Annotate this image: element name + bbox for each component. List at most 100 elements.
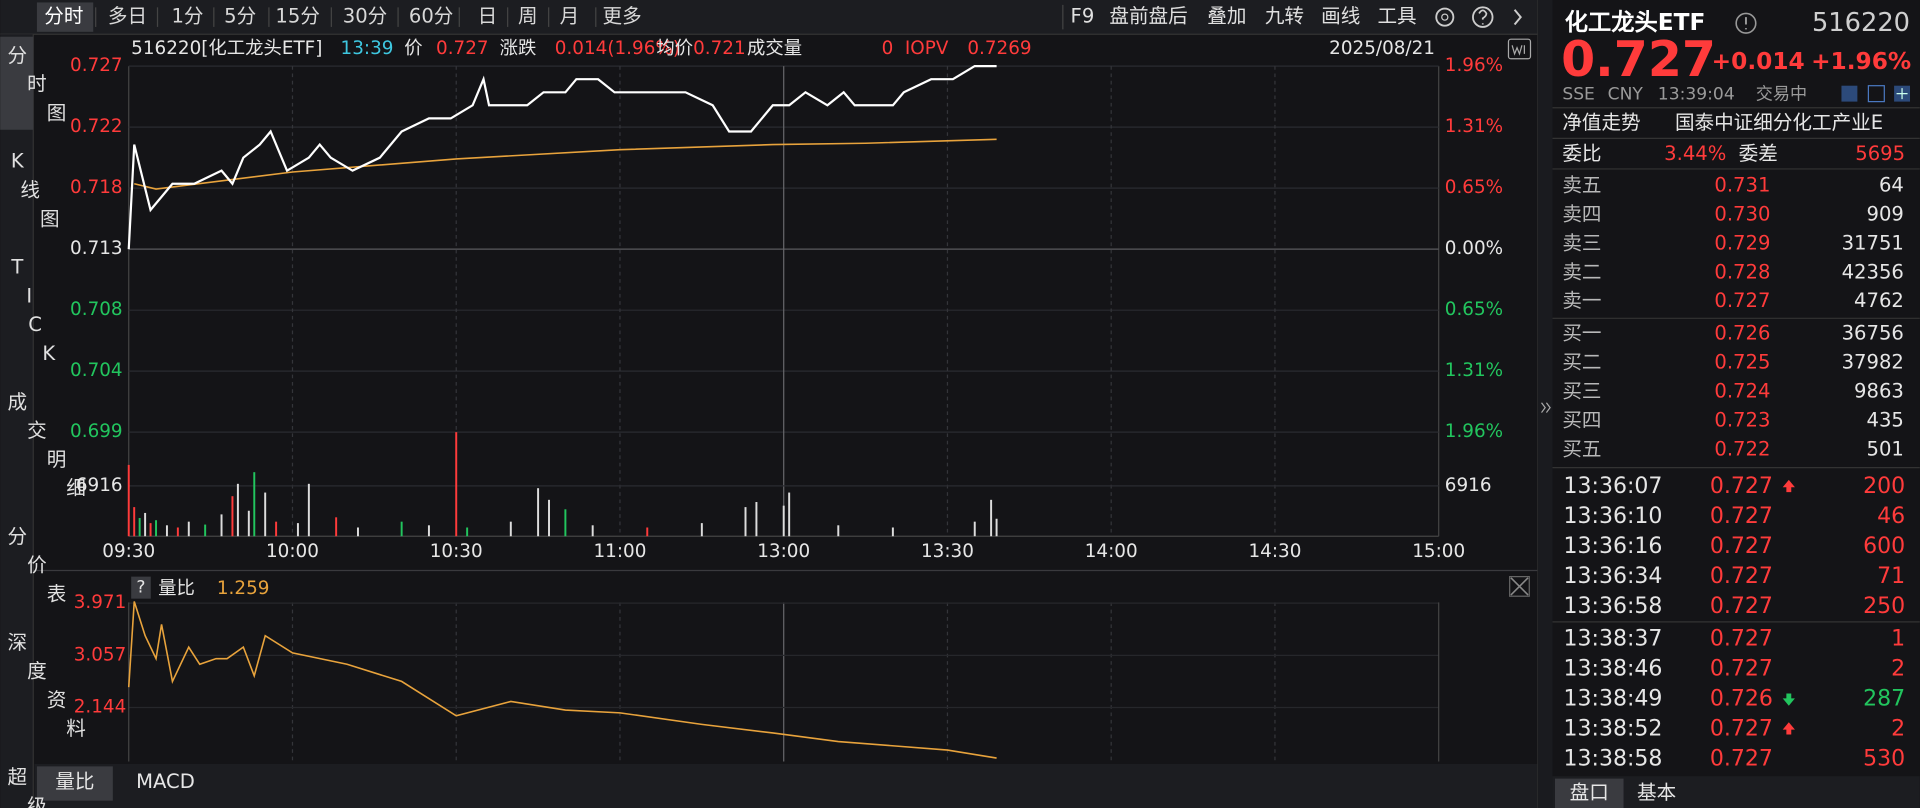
tool-button[interactable]: 叠加 (1207, 5, 1246, 28)
pct-label: 0.65% (1445, 299, 1503, 320)
edit-icon[interactable] (1841, 85, 1858, 102)
trade-price: 0.727 (1710, 474, 1773, 499)
bottom-tab[interactable]: MACD (136, 770, 195, 793)
book-label: 卖三 (1562, 231, 1601, 254)
trade-price: 0.727 (1710, 534, 1773, 559)
trade-qty: 530 (1863, 747, 1905, 772)
trade-time: 13:38:52 (1564, 717, 1663, 742)
trade-time: 13:38:46 (1564, 657, 1663, 682)
volume-bar (427, 525, 430, 537)
period-tab[interactable]: 周 (518, 5, 538, 28)
tool-button[interactable]: 盘前盘后 (1109, 5, 1187, 28)
x-tick-label: 09:30 (102, 541, 155, 562)
period-tab[interactable]: 分时 (44, 5, 83, 28)
wp-icon[interactable] (1507, 38, 1532, 60)
volume-bar (548, 499, 550, 537)
close-icon[interactable] (1510, 577, 1529, 596)
header-iopv: 0.7269 (967, 38, 1031, 59)
book-qty: 435 (1867, 408, 1904, 431)
volume-bar (264, 492, 267, 537)
volume-bar (149, 523, 152, 537)
tool-button[interactable]: 工具 (1377, 5, 1416, 28)
book-qty: 501 (1867, 437, 1904, 460)
tool-button[interactable]: 画线 (1321, 5, 1360, 28)
collapse-bar[interactable] (1537, 0, 1553, 808)
pct-label: 1.31% (1445, 360, 1503, 381)
period-tab[interactable]: 多日 (108, 5, 147, 28)
y-tick-label: 0.704 (70, 360, 123, 381)
trade-qty: 71 (1877, 564, 1905, 589)
period-tab[interactable]: 5分 (224, 5, 256, 28)
add-glyph (1896, 88, 1908, 100)
volume-bar (788, 492, 791, 537)
trade-qty: 1 (1891, 627, 1905, 652)
trade-price: 0.727 (1710, 504, 1773, 529)
volume-bar (187, 521, 190, 537)
sidebar-selected (0, 36, 34, 130)
volume-bar (204, 524, 207, 537)
side-diff-label: 委差 (1739, 142, 1778, 165)
side-tab[interactable]: 基本 (1637, 781, 1676, 804)
pct-label: 1.96% (1445, 55, 1503, 76)
side-currency: CNY (1608, 84, 1644, 104)
period-tab[interactable]: 15分 (275, 5, 320, 28)
volume-bar (837, 525, 840, 537)
tool-button[interactable]: 九转 (1265, 5, 1304, 28)
period-tab[interactable]: 更多 (603, 5, 642, 28)
header-price: 0.727 (436, 38, 489, 59)
pct-label: 0.65% (1445, 177, 1503, 198)
side-price: 0.727 (1561, 31, 1716, 88)
collapse-icon[interactable] (1541, 402, 1551, 413)
info-icon[interactable] (1735, 12, 1757, 34)
book-label: 卖四 (1562, 202, 1601, 225)
trade-qty: 2 (1891, 657, 1905, 682)
x-tick-label: 13:00 (757, 541, 810, 562)
side-tab[interactable]: 盘口 (1570, 781, 1609, 804)
trade-price: 0.726 (1710, 687, 1773, 712)
header-avg: 0.721 (693, 38, 746, 59)
volume-bar (275, 521, 278, 537)
period-tab[interactable]: 月 (560, 5, 580, 28)
x-tick-label: 14:30 (1248, 541, 1301, 562)
volume-bar (335, 517, 338, 537)
y-tick-label: 0.699 (70, 421, 123, 442)
gear-icon[interactable] (1435, 7, 1455, 27)
book-price: 0.725 (1714, 351, 1770, 374)
period-tab[interactable]: 60分 (409, 5, 453, 28)
book-qty: 64 (1879, 174, 1904, 197)
book-qty: 31751 (1842, 231, 1904, 254)
help-box[interactable] (131, 576, 151, 599)
volume-bar (220, 514, 223, 537)
volume-bar (591, 525, 594, 537)
tool-button[interactable]: F9 (1071, 5, 1095, 28)
header-date: 2025/08/21 (1329, 38, 1435, 59)
trade-price: 0.727 (1710, 627, 1773, 652)
side-pct: +1.96% (1811, 48, 1911, 75)
period-tab[interactable]: 30分 (343, 5, 388, 28)
wp-icon-glyph (1511, 45, 1525, 56)
side-change: +0.014 (1712, 48, 1805, 75)
book-price: 0.728 (1714, 260, 1770, 283)
trade-time: 13:38:49 (1564, 687, 1663, 712)
next-icon[interactable] (1513, 9, 1522, 26)
pct-label: 1.96% (1445, 421, 1503, 442)
trade-price: 0.727 (1710, 594, 1773, 619)
close-box[interactable] (1509, 576, 1530, 597)
trade-time: 13:38:37 (1564, 627, 1663, 652)
volume-bar (700, 523, 703, 537)
period-tab[interactable]: 日 (478, 5, 498, 28)
volume-bar (537, 488, 540, 537)
book-price: 0.726 (1714, 322, 1770, 345)
indicator-tick-label: 3.971 (74, 592, 127, 613)
bottom-tab[interactable]: 量比 (55, 770, 94, 793)
help-icon[interactable] (1472, 6, 1494, 28)
trade-qty: 46 (1877, 504, 1905, 529)
volume-bar (509, 521, 512, 537)
period-tab[interactable]: 1分 (171, 5, 203, 28)
indicator-name: 量比 (158, 578, 195, 599)
volume-bar (744, 507, 747, 537)
alert-icon[interactable] (1867, 85, 1885, 103)
bottom-bar (34, 763, 1538, 808)
volume-bar (231, 496, 234, 537)
